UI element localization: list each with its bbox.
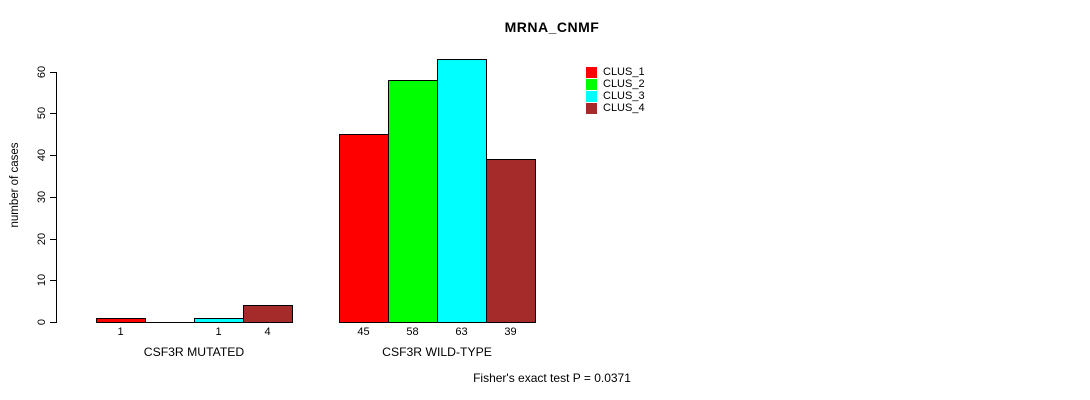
legend-swatch-icon xyxy=(586,78,597,90)
y-tick-mark xyxy=(50,155,56,156)
y-tick-label: 0 xyxy=(36,318,48,326)
legend-item-clus_4: CLUS_4 xyxy=(586,102,645,114)
bar-value-label: 45 xyxy=(357,326,370,338)
bar-value-label: 1 xyxy=(117,326,124,338)
annotation-text: Fisher's exact test P = 0.0371 xyxy=(473,371,631,385)
y-tick-mark xyxy=(50,197,56,198)
bar-clus_2-group1 xyxy=(145,322,195,323)
y-tick-label: 10 xyxy=(36,273,48,287)
legend-item-clus_2: CLUS_2 xyxy=(586,78,645,90)
bar-clus_4-group2 xyxy=(486,159,536,323)
y-axis-line xyxy=(56,72,57,323)
legend-item-clus_3: CLUS_3 xyxy=(586,90,645,102)
bar-value-label: 4 xyxy=(264,326,271,338)
group-label-2: CSF3R WILD-TYPE xyxy=(382,345,492,359)
bar-clus_3-group2 xyxy=(437,59,487,323)
legend-label: CLUS_3 xyxy=(603,90,645,102)
legend-swatch-icon xyxy=(586,102,597,114)
y-tick-mark xyxy=(50,280,56,281)
bar-clus_2-group2 xyxy=(388,80,438,323)
bar-value-label: 39 xyxy=(504,326,517,338)
y-axis-label: number of cases xyxy=(9,142,21,228)
bar-value-label: 1 xyxy=(215,326,222,338)
bar-clus_3-group1 xyxy=(194,318,244,323)
y-tick-label: 60 xyxy=(36,65,48,79)
legend-swatch-icon xyxy=(586,90,597,102)
y-tick-label: 40 xyxy=(36,148,48,162)
legend-label: CLUS_1 xyxy=(603,66,645,78)
y-tick-mark xyxy=(50,72,56,73)
bar-clus_1-group2 xyxy=(339,134,389,323)
group-label-1: CSF3R MUTATED xyxy=(143,345,245,359)
y-tick-mark xyxy=(50,113,56,114)
bar-value-label: 63 xyxy=(455,326,468,338)
bar-value-label: 58 xyxy=(406,326,419,338)
bar-clus_1-group1 xyxy=(96,318,146,323)
y-tick-mark xyxy=(50,322,56,323)
legend-item-clus_1: CLUS_1 xyxy=(586,66,645,78)
y-tick-label: 30 xyxy=(36,190,48,204)
legend: CLUS_1 CLUS_2 CLUS_3 CLUS_4 xyxy=(586,66,645,114)
legend-swatch-icon xyxy=(586,66,597,78)
bar-clus_4-group1 xyxy=(243,305,293,323)
y-tick-mark xyxy=(50,239,56,240)
chart-title: MRNA_CNMF xyxy=(504,19,600,35)
legend-label: CLUS_2 xyxy=(603,78,645,90)
y-tick-label: 50 xyxy=(36,106,48,120)
y-tick-label: 20 xyxy=(36,232,48,246)
legend-label: CLUS_4 xyxy=(603,102,645,114)
